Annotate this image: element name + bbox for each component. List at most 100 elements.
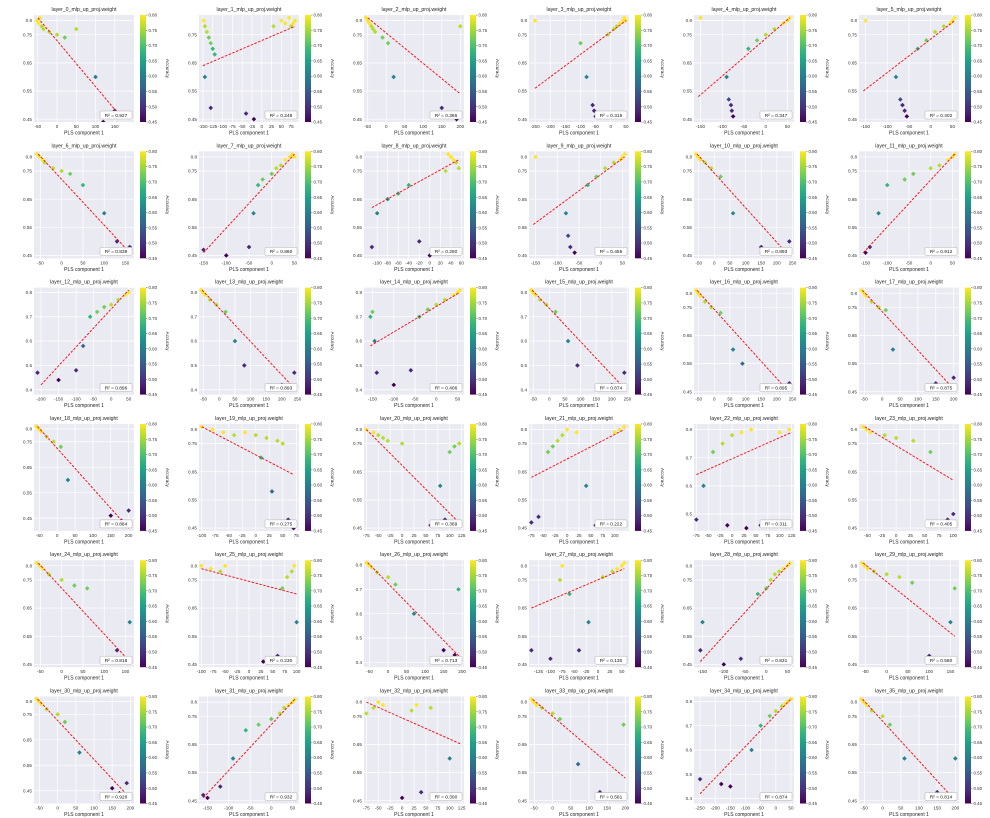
regression-line	[862, 699, 956, 801]
colorbar-tick-label: 0.45	[974, 801, 983, 806]
scatter-point	[204, 29, 210, 35]
x-tick-label: 0	[885, 669, 888, 674]
scatter-point	[612, 430, 618, 435]
y-tick-label: 0.65	[353, 60, 362, 65]
colorbar-tick-label: 0.65	[644, 58, 653, 63]
subplot-4: layer_4_mlp_up_proj.weight 0.45 0.55 0.65 0.…	[683, 7, 830, 137]
r2-box	[429, 247, 463, 256]
subplot-title: layer_10_mlp_up_proj.weight	[710, 143, 778, 149]
subplot-title: layer_29_mlp_up_proj.weight	[875, 552, 943, 558]
y-tick-label: 0.55	[23, 490, 32, 495]
x-tick-label: -50	[37, 260, 44, 265]
x-tick-label: 50	[80, 260, 86, 265]
subplot-20: layer_20_mlp_up_proj.weight 0.45 0.55 0.65 0…	[353, 416, 500, 546]
x-axis-label: PLS component 1	[724, 676, 764, 682]
r2-label: R² = 0.455	[600, 249, 623, 255]
colorbar-tick-label: 0.70	[809, 452, 818, 457]
scatter-point	[724, 74, 729, 80]
r2-box	[759, 383, 793, 392]
r2-label: R² = 0.402	[930, 113, 953, 119]
y-tick-label: 0.55	[23, 763, 32, 768]
colorbar-tick-label: 0.75	[809, 709, 818, 714]
subplot-25: layer_25_mlp_up_proj.weight 0.45 0.55 0.65 0…	[188, 552, 335, 682]
y-tick-label: 0.8	[521, 290, 528, 295]
scatter-point	[418, 789, 424, 795]
r2-box	[99, 110, 133, 120]
colorbar-tick-label: 0.60	[644, 483, 653, 488]
scatter-point	[115, 297, 121, 303]
y-tick-label: 0.75	[188, 578, 197, 583]
scatter-point	[550, 444, 556, 449]
plot-area	[199, 696, 299, 804]
y-tick-label: 0.55	[848, 89, 857, 94]
r2-box	[594, 519, 628, 529]
scatter-point	[910, 438, 916, 444]
x-tick-label: -150	[561, 124, 571, 129]
subplot-title: layer_22_mlp_up_proj.weight	[710, 416, 778, 422]
regression-line	[696, 153, 787, 253]
x-tick-label: 50	[73, 533, 79, 538]
x-tick-label: -250	[695, 806, 705, 811]
x-axis-label: PLS component 1	[229, 131, 269, 137]
r2-label: R² = 0.406	[435, 385, 458, 391]
colorbar-tick-label: 0.50	[149, 786, 158, 791]
colorbar-tick-label: 0.75	[149, 437, 158, 442]
r2-label: R² = 0.250	[435, 249, 458, 255]
scatter-point	[74, 26, 79, 32]
colorbar-tick-label: 0.45	[314, 120, 323, 125]
scatter-point	[36, 21, 41, 26]
x-tick-label: -150	[698, 669, 708, 674]
colorbar-tick-label: 0.55	[149, 89, 158, 94]
subplot-title: layer_27_mlp_up_proj.weight	[545, 552, 613, 558]
subplot-title: layer_24_mlp_up_proj.weight	[50, 552, 118, 558]
y-tick-label: 0.75	[683, 578, 692, 583]
x-tick-label: 50	[562, 397, 568, 402]
y-tick-label: 0.75	[518, 578, 527, 583]
x-tick-label: 0	[713, 397, 716, 402]
x-tick-label: 50	[588, 533, 594, 538]
x-tick-label: -200	[546, 124, 556, 129]
scatter-point	[40, 566, 45, 571]
y-tick-label: 0.55	[848, 225, 857, 230]
x-axis-label: PLS component 1	[64, 267, 104, 273]
colorbar-tick-label: 0.50	[809, 786, 818, 791]
x-tick-label: -50	[695, 260, 702, 265]
x-tick-label: -100	[883, 260, 893, 265]
scatter-point	[114, 648, 120, 653]
y-tick-label: 0.65	[848, 742, 857, 747]
y-tick-label: 0.75	[188, 169, 197, 174]
y-tick-label: 0.65	[848, 469, 857, 474]
colorbar-tick-label: 0.55	[974, 634, 983, 639]
x-tick-label: 0	[881, 806, 884, 811]
r2-box	[99, 519, 133, 529]
colorbar-tick-label: 0.70	[809, 43, 818, 48]
r2-label: R² = 0.893	[765, 249, 788, 255]
colorbar-tick-label: 0.55	[149, 771, 158, 776]
scatter-point	[882, 432, 888, 438]
scatter-point	[773, 708, 779, 714]
scatter-point	[697, 776, 703, 782]
x-tick-label: 75	[765, 533, 771, 538]
x-tick-label: 150	[757, 397, 765, 402]
colorbar-tick-label: 0.55	[809, 498, 818, 503]
x-tick-label: -50	[375, 806, 382, 811]
colorbar-tick-label: 0.80	[974, 149, 983, 154]
colorbar-tick-label: 0.70	[644, 452, 653, 457]
regression-line	[202, 25, 296, 67]
y-tick-label: 0.45	[848, 798, 857, 803]
x-axis-label: PLS component 1	[889, 267, 929, 273]
x-axis-label: PLS component 1	[394, 676, 434, 682]
scatter-point	[597, 789, 603, 795]
y-tick-label: 0.45	[23, 253, 32, 258]
colorbar-tick-label: 0.60	[974, 619, 983, 624]
colorbar-tick-label: 0.50	[314, 513, 323, 518]
colorbar-tick-label: 0.65	[479, 740, 488, 745]
y-tick-label: 0.6	[356, 339, 363, 344]
colorbar-label: Accuracy	[495, 332, 500, 352]
r2-label: R² = 0.932	[270, 794, 293, 800]
colorbar-tick-label: 0.50	[974, 104, 983, 109]
scatter-point	[289, 569, 295, 574]
x-tick-label: 0	[270, 260, 273, 265]
x-tick-label: 125	[458, 806, 466, 811]
y-tick-label: 0.65	[188, 469, 197, 474]
